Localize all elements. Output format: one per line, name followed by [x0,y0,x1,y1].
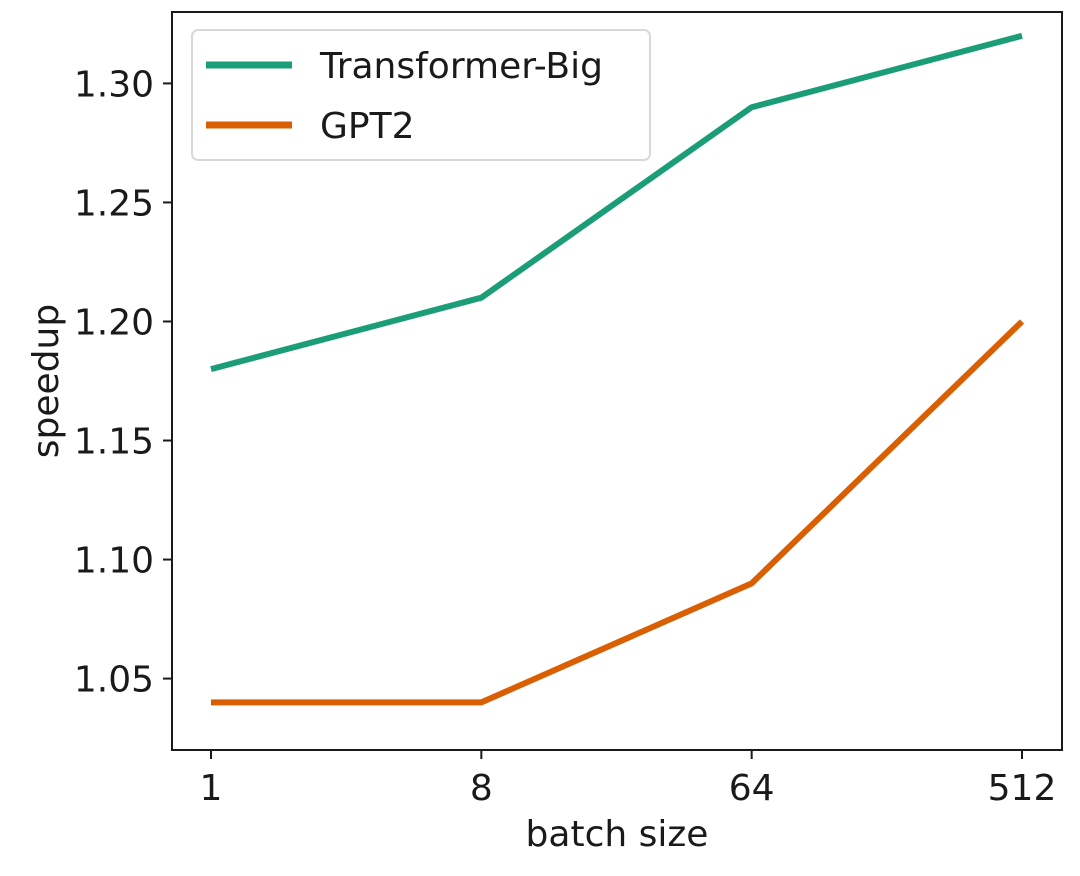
x-tick-label: 8 [470,768,493,809]
series-line-transformer-big [210,32,1023,372]
x-tick-label: 1 [200,768,223,809]
x-axis-title: batch size [526,814,709,855]
y-tick-label: 1.25 [74,183,154,224]
y-axis-ticks: 1.05 1.10 1.15 1.20 1.25 1.30 [74,64,172,701]
legend-label: GPT2 [320,106,415,147]
y-tick-label: 1.30 [74,64,154,105]
x-tick-label: 64 [729,768,775,809]
legend-box [191,29,651,161]
plot-frame [171,11,1063,751]
y-tick-label: 1.05 [74,660,154,701]
x-axis-ticks: 1 8 64 512 [200,750,1057,809]
series-lines [210,32,1025,706]
y-tick-label: 1.15 [74,422,154,463]
x-tick-label: 512 [988,768,1057,809]
series-line-gpt2 [211,319,1025,706]
legend-label: Transformer-Big [319,46,603,87]
y-axis-title: speedup [26,304,67,458]
y-tick-label: 1.20 [74,302,154,343]
legend: Transformer-Big GPT2 [191,29,651,161]
y-tick-label: 1.10 [74,541,154,582]
